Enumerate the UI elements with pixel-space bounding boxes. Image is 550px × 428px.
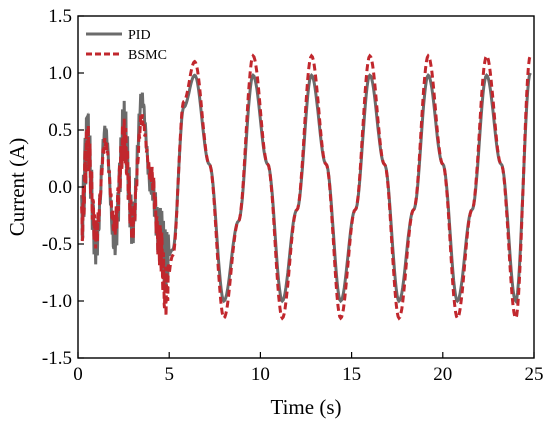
y-tick-label: -1.0 xyxy=(42,291,72,312)
x-tick-label: 0 xyxy=(73,364,83,385)
x-tick-label: 15 xyxy=(342,364,361,385)
legend: PID BSMC xyxy=(86,28,167,63)
y-tick-label: 1.5 xyxy=(48,6,72,27)
series-line-bsmc xyxy=(80,53,532,322)
x-tick-label: 5 xyxy=(164,364,174,385)
series-layer xyxy=(80,53,532,322)
legend-label-bsmc: BSMC xyxy=(128,48,167,63)
y-tick-label: 0.0 xyxy=(48,177,72,198)
x-axis-title: Time (s) xyxy=(271,395,342,419)
ticks-layer: 0 5 10 15 20 25 -1.5 -1.0 -0.5 0.0 0.5 1.0 1.5 xyxy=(42,6,544,385)
x-tick-label: 25 xyxy=(525,364,544,385)
legend-label-pid: PID xyxy=(128,28,151,43)
y-tick-label: 0.5 xyxy=(48,120,72,141)
y-tick-label: 1.0 xyxy=(48,63,72,84)
y-tick-label: -1.5 xyxy=(42,348,72,369)
x-tick-label: 10 xyxy=(251,364,270,385)
y-tick-label: -0.5 xyxy=(42,234,72,255)
plot-frame xyxy=(77,15,535,359)
x-tick-label: 20 xyxy=(433,364,452,385)
y-axis-title: Current (A) xyxy=(5,138,29,237)
